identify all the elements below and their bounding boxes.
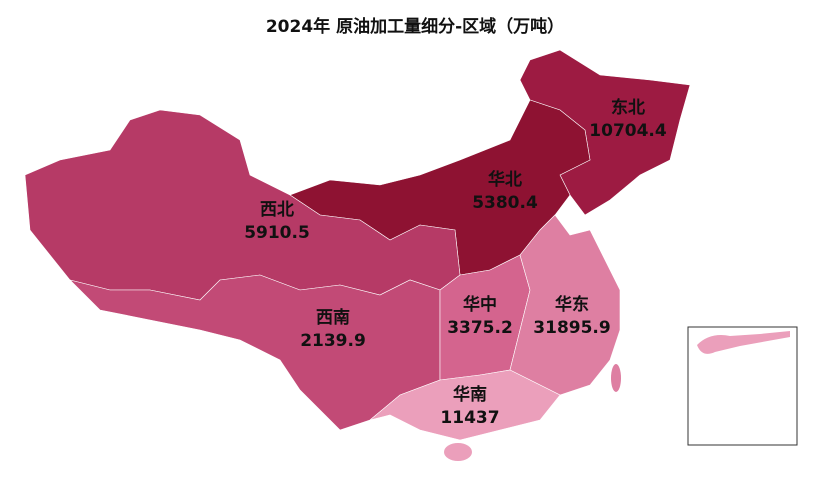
value-label: 3375.2	[447, 318, 513, 338]
region-label: 华南	[453, 384, 487, 405]
value-label: 5910.5	[244, 223, 310, 243]
taiwan	[611, 364, 621, 392]
value-label: 5380.4	[472, 193, 538, 213]
region-label: 华东	[555, 294, 589, 315]
value-label: 2139.9	[300, 331, 366, 351]
region	[69, 274, 441, 431]
region-label: 西南	[316, 307, 350, 328]
region	[509, 214, 621, 396]
inset-frame	[687, 326, 798, 446]
chart-title: 2024年 原油加工量细分-区域（万吨）	[266, 16, 564, 37]
region	[369, 369, 561, 441]
value-label: 10704.4	[589, 121, 667, 141]
region-label: 东北	[611, 97, 645, 118]
region-label: 华北	[488, 169, 522, 190]
region-label: 西北	[260, 200, 294, 220]
value-label: 11437	[440, 408, 499, 428]
inset-land	[697, 331, 790, 354]
region	[444, 443, 472, 461]
region-label: 华中	[463, 294, 497, 315]
value-label: 31895.9	[533, 318, 610, 338]
